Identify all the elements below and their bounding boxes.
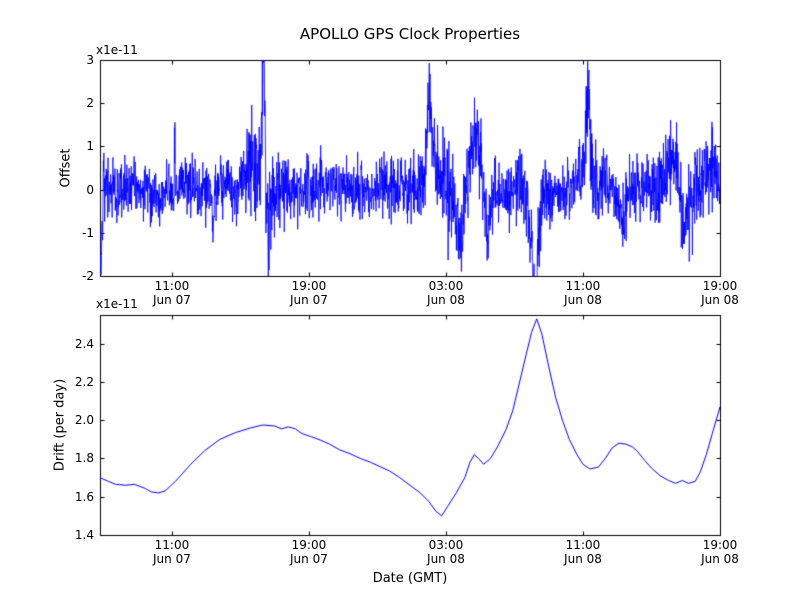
y-tick-label: 1: [86, 139, 94, 154]
y-tick-label: 2.0: [74, 413, 94, 428]
x-tick-label: 11:00 Jun 07: [153, 538, 191, 566]
y-tick-label: -1: [82, 225, 94, 240]
y-tick-label: 3: [86, 53, 94, 67]
offset-scale-label: x1e-11: [96, 43, 138, 57]
x-tick-label: 19:00 Jun 08: [701, 538, 739, 566]
y-tick-label: 0: [86, 182, 94, 197]
x-tick-label: 11:00 Jun 07: [153, 279, 191, 307]
y-tick-label: 2: [86, 96, 94, 111]
x-axis-label: Date (GMT): [372, 571, 448, 586]
x-tick-label: 19:00 Jun 07: [290, 538, 328, 566]
y-tick-label: 2.4: [74, 336, 94, 351]
x-tick-label: 03:00 Jun 08: [427, 538, 465, 566]
y-tick-label: 2.2: [74, 374, 94, 389]
y-tick-label: 1.6: [74, 489, 94, 504]
y-tick-label: 1.8: [74, 451, 94, 466]
y-tick-label: -2: [82, 269, 94, 283]
drift-scale-label: x1e-11: [96, 297, 138, 311]
x-tick-label: 11:00 Jun 08: [564, 538, 602, 566]
x-tick-label: 03:00 Jun 08: [427, 279, 465, 307]
y-tick-label: 1.4: [74, 528, 94, 542]
x-tick-label: 19:00 Jun 07: [290, 279, 328, 307]
x-tick-label: 11:00 Jun 08: [564, 279, 602, 307]
chart-title: APOLLO GPS Clock Properties: [299, 25, 521, 43]
x-tick-label: 19:00 Jun 08: [701, 279, 739, 307]
